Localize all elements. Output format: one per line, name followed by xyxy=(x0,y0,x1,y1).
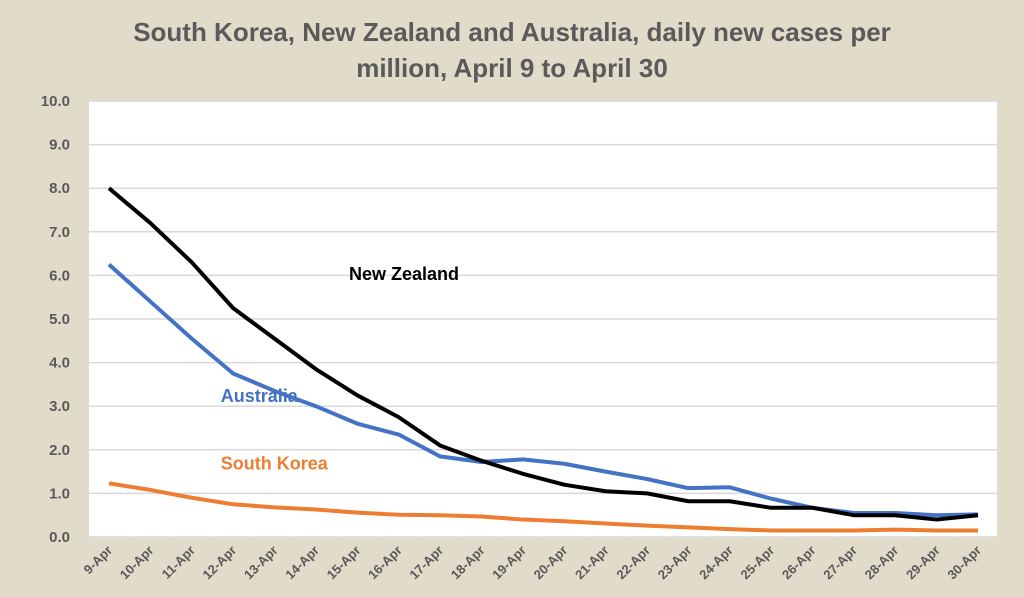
y-tick-label: 4.0 xyxy=(49,355,70,372)
y-axis: 0.0 1.0 2.0 3.0 4.0 5.0 6.0 7.0 8.0 9.0 10.0 xyxy=(41,93,70,546)
chart-title-line1: South Korea, New Zealand and Australia, … xyxy=(133,17,891,47)
series-labels: South Korea Australia New Zealand xyxy=(221,264,459,474)
x-tick-label: 13-Apr xyxy=(241,543,281,583)
chart-title: South Korea, New Zealand and Australia, … xyxy=(0,14,1024,86)
series-group xyxy=(107,186,979,533)
x-tick-label: 28-Apr xyxy=(862,543,902,583)
series-label-new-zealand: New Zealand xyxy=(349,264,459,284)
x-axis: 9-Apr 10-Apr 11-Apr 12-Apr 13-Apr 14-Apr 15-Ap… xyxy=(81,537,984,583)
x-tick-label: 25-Apr xyxy=(737,543,777,583)
y-tick-label: 5.0 xyxy=(49,311,70,328)
y-tick-label: 8.0 xyxy=(49,180,70,197)
y-tick-label: 10.0 xyxy=(41,93,70,110)
y-tick-label: 2.0 xyxy=(49,442,70,459)
x-tick-label: 19-Apr xyxy=(489,543,529,583)
x-tick-label: 20-Apr xyxy=(531,543,571,583)
y-tick-label: 6.0 xyxy=(49,267,70,284)
x-tick-label: 22-Apr xyxy=(613,543,653,583)
series-label-south-korea: South Korea xyxy=(221,453,329,473)
x-tick-label: 26-Apr xyxy=(779,543,819,583)
x-tick-label: 29-Apr xyxy=(903,543,943,583)
y-tick-label: 9.0 xyxy=(49,137,70,154)
x-tick-label: 15-Apr xyxy=(324,543,364,583)
x-tick-label: 11-Apr xyxy=(159,543,198,582)
chart-title-line2: million, April 9 to April 30 xyxy=(356,53,668,83)
series-line-south-korea xyxy=(108,481,978,533)
y-tick-label: 1.0 xyxy=(49,485,70,502)
x-tick-label: 12-Apr xyxy=(200,543,240,583)
x-tick-label: 17-Apr xyxy=(406,543,446,583)
y-tick-label: 7.0 xyxy=(49,224,70,241)
gridlines xyxy=(89,100,997,538)
x-tick-label: 23-Apr xyxy=(655,543,695,583)
x-tick-label: 10-Apr xyxy=(117,543,157,583)
x-tick-label: 27-Apr xyxy=(820,543,860,583)
y-tick-label: 0.0 xyxy=(49,529,70,546)
series-line-new-zealand xyxy=(107,186,979,522)
x-tick-label: 30-Apr xyxy=(944,543,984,583)
x-tick-label: 14-Apr xyxy=(282,543,322,583)
x-tick-label: 18-Apr xyxy=(448,543,488,583)
y-tick-label: 3.0 xyxy=(49,398,70,415)
series-label-australia: Australia xyxy=(221,386,299,406)
x-tick-label: 9-Apr xyxy=(81,543,116,578)
x-tick-label: 24-Apr xyxy=(696,543,736,583)
x-tick-label: 21-Apr xyxy=(572,543,612,583)
x-tick-label: 16-Apr xyxy=(365,543,405,583)
